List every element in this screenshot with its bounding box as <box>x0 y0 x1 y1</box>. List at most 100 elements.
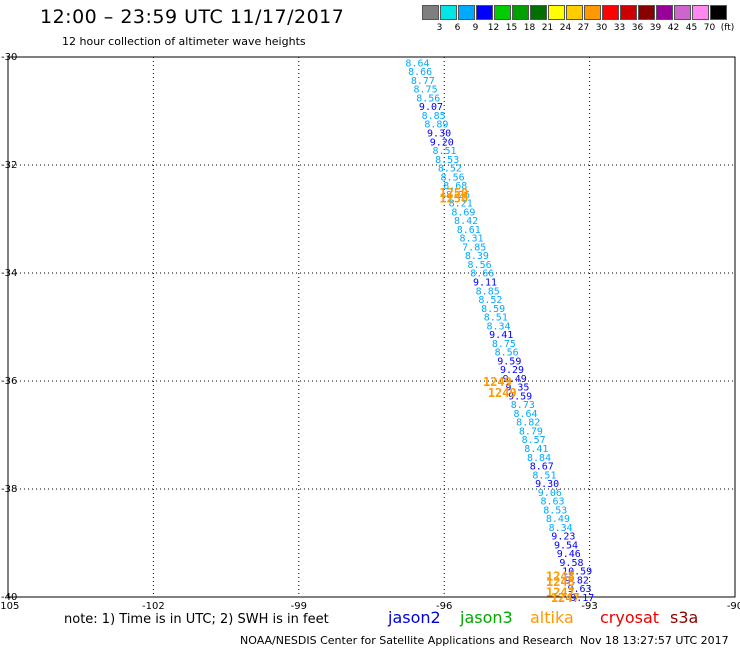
legend-s3a: s3a <box>670 608 699 627</box>
swh-label: 8.34 <box>486 321 510 332</box>
scale-label: 70 <box>703 23 716 33</box>
scale-swatch <box>530 5 547 20</box>
swh-label: 8.57 <box>522 435 546 446</box>
lon-tick-label: -90 <box>727 601 740 612</box>
scale-swatch <box>656 5 673 20</box>
pass-time-label: 1247 <box>546 586 575 600</box>
swh-label: 8.21 <box>449 199 473 210</box>
scale-swatch <box>476 5 493 20</box>
lon-tick-label: -96 <box>436 601 452 612</box>
scale-swatch <box>674 5 691 20</box>
scale-swatch <box>566 5 583 20</box>
scale-swatch <box>440 5 457 20</box>
swh-label: 8.85 <box>476 286 500 297</box>
scale-label: 42 <box>667 23 680 33</box>
swh-label: 8.77 <box>411 76 435 87</box>
pass-time-label: 1249 <box>483 375 512 389</box>
lon-tick-label: -93 <box>581 601 597 612</box>
pass-time-label: 1248 <box>546 575 575 589</box>
pass-time-label: 1248 <box>546 569 575 583</box>
scale-label: 27 <box>577 23 590 33</box>
lat-tick-label: -38 <box>1 484 17 495</box>
scale-label: 33 <box>613 23 626 33</box>
credit-line: NOAA/NESDIS Center for Satellite Applica… <box>240 634 574 647</box>
swh-label: 8.41 <box>524 444 548 455</box>
swh-label: 8.79 <box>519 426 543 437</box>
swh-label: 8.52 <box>438 164 462 175</box>
swh-label: 8.69 <box>451 207 475 218</box>
legend-jason2: jason2 <box>388 608 441 627</box>
swh-label: 8.56 <box>416 93 440 104</box>
swh-label: 9.17 <box>570 593 594 604</box>
legend-jason3: jason3 <box>460 608 513 627</box>
swh-label: 9.29 <box>500 365 524 376</box>
swh-label: 9.30 <box>535 479 559 490</box>
swh-label: 8.64 <box>513 409 537 420</box>
swh-label: 8.85 <box>422 111 446 122</box>
swh-label: 8.56 <box>495 348 519 359</box>
pass-time-label: 1247 <box>551 591 580 605</box>
scale-swatch <box>602 5 619 20</box>
map-title: 12:00 – 23:59 UTC 11/17/2017 <box>40 6 345 28</box>
scale-swatch <box>584 5 601 20</box>
swh-label: 8.31 <box>459 234 483 245</box>
swh-label: 8.84 <box>527 453 551 464</box>
swh-label: 9.20 <box>430 137 454 148</box>
pass-time-label: 1250 <box>439 186 468 200</box>
swh-label: 8.51 <box>484 313 508 324</box>
swh-label: 8.42 <box>454 216 478 227</box>
swh-label: 8.53 <box>543 505 567 516</box>
swh-label: 9.59 <box>508 391 532 402</box>
swh-label: 9.58 <box>559 558 583 569</box>
map-frame <box>7 56 736 598</box>
swh-label: 9.41 <box>489 330 513 341</box>
pass-time-label: 1249 <box>488 386 517 400</box>
swh-label: 8.61 <box>457 225 481 236</box>
swh-label: 8.82 <box>516 418 540 429</box>
pass-time-label: 1250 <box>439 191 468 205</box>
legend-altika: altika <box>530 608 574 627</box>
swh-label: 8.26 <box>446 190 470 201</box>
scale-label: 18 <box>523 23 536 33</box>
swh-label: 7.85 <box>462 242 486 253</box>
swh-label: 9.30 <box>427 129 451 140</box>
swh-label: 10.59 <box>562 567 592 578</box>
swh-label: 8.51 <box>432 146 456 157</box>
scale-swatch <box>692 5 709 20</box>
scale-swatch <box>494 5 511 20</box>
swh-label: 8.49 <box>546 514 570 525</box>
scale-swatch <box>548 5 565 20</box>
lat-tick-label: -34 <box>1 268 17 279</box>
swh-label: 8.75 <box>492 339 516 350</box>
swh-label: 9.35 <box>505 383 529 394</box>
lat-tick-label: -40 <box>1 592 17 603</box>
swh-label: 8.75 <box>414 85 438 96</box>
scale-swatch <box>512 5 529 20</box>
scale-label: 12 <box>487 23 500 33</box>
swh-label: 9.11 <box>473 277 497 288</box>
swh-label: 8.63 <box>540 497 564 508</box>
lat-tick-label: -30 <box>1 52 17 63</box>
scale-label: 9 <box>472 23 479 33</box>
swh-label: 8.67 <box>530 462 554 473</box>
scale-label: 24 <box>559 23 572 33</box>
scale-label: 30 <box>595 23 608 33</box>
swh-label: 8.52 <box>478 295 502 306</box>
swh-label: 8.59 <box>481 304 505 315</box>
scale-swatch <box>422 5 439 20</box>
swh-label: 8.34 <box>549 523 573 534</box>
scale-swatch <box>710 5 727 20</box>
scale-swatch <box>458 5 475 20</box>
swh-label: 9.82 <box>565 575 589 586</box>
swh-label: 9.07 <box>419 102 443 113</box>
swh-label: 8.64 <box>405 58 429 69</box>
scale-label: (ft) <box>720 23 735 33</box>
swh-label: 8.39 <box>465 251 489 262</box>
legend-cryosat: cryosat <box>600 608 660 627</box>
swh-label: 8.66 <box>408 67 432 78</box>
swh-label: 9.46 <box>557 549 581 560</box>
lon-tick-label: -99 <box>291 601 307 612</box>
lon-tick-label: -102 <box>142 601 165 612</box>
swh-label: 9.54 <box>554 540 578 551</box>
scale-swatch <box>620 5 637 20</box>
